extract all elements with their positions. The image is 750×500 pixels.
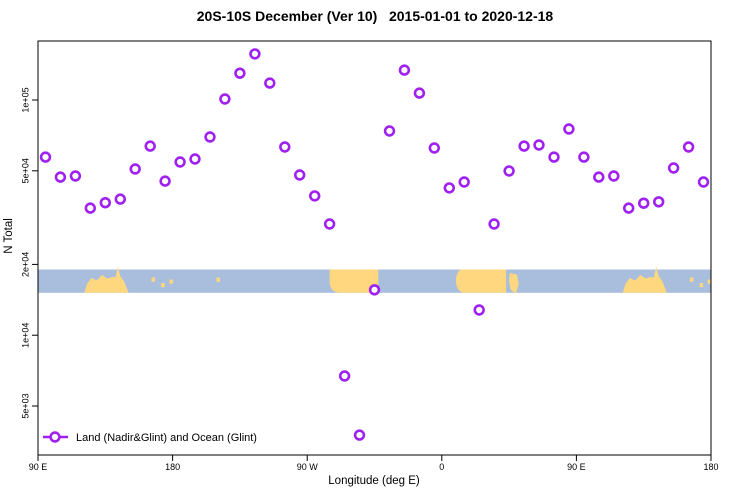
data-point [69,170,82,182]
legend: Land (Nadir&Glint) and Ocean (Glint) [43,431,257,444]
data-point [593,171,605,183]
data-point [249,48,261,60]
island-speck-melanesia-islands-repeat [707,279,712,284]
island-speck-melanesia-islands [151,277,155,282]
land-region-south-america [329,269,379,293]
y-tick-label: 1e+04 [21,323,31,348]
data-point [667,162,680,174]
land-region-madagascar [508,273,519,294]
x-axis-title: Longitude (deg E) [328,475,420,487]
island-speck-melanesia-islands-repeat [689,277,694,282]
x-tick-label: 90 W [297,462,319,472]
data-point [488,218,500,230]
x-tick-label: 180 [165,462,180,472]
x-tick-label: 90 E [567,462,586,472]
y-tick-label: 2e+04 [21,252,31,277]
x-tick-label: 90 E [29,462,48,472]
data-point [219,93,231,105]
land-region-australia-new-guinea-repeat [622,266,667,293]
data-point [39,151,52,163]
data-point [368,284,381,296]
data-point [338,370,351,382]
data-point [428,142,440,154]
data-point [353,429,366,441]
data-point [473,304,485,316]
land-region-australia-new-guinea [84,266,129,293]
y-tick-label: 1e+05 [21,87,31,112]
data-point [279,141,291,153]
data-point [578,151,590,163]
data-point [637,197,650,209]
data-points [39,48,710,441]
data-point [458,176,470,188]
island-speck-french-polynesia [216,277,220,282]
data-point [54,171,67,183]
data-point [518,140,530,152]
data-point [398,64,411,76]
data-point [159,175,171,187]
data-point [608,170,620,182]
data-point [264,77,276,89]
axis-ticks: 90 E 180 90 W 0 90 E 180 1e+05 5e+04 2e+04 1e+04 5… [21,87,719,472]
data-point [174,156,186,168]
data-point [204,131,216,143]
data-point [563,123,575,135]
data-point [129,163,141,175]
data-point [533,139,545,151]
data-point [503,165,515,177]
data-point [84,202,97,214]
data-point [682,141,695,153]
plot-border [37,40,712,456]
legend-label: Land (Nadir&Glint) and Ocean (Glint) [76,432,257,444]
chart-title: 20S-10S December (Ver 10) 2015-01-01 to … [196,8,554,24]
data-point [413,87,426,99]
world-map-strip [38,266,712,294]
x-tick-label: 180 [703,462,718,472]
y-tick-label: 5e+03 [21,393,31,418]
data-point [189,153,201,165]
data-point [548,151,560,163]
legend-marker-icon [49,431,61,443]
data-point [99,197,112,209]
data-point [234,67,246,79]
data-point [114,193,127,205]
data-point [309,190,321,202]
data-point [294,169,306,181]
data-point [323,218,336,230]
land-region-southern-africa [456,269,507,293]
data-point [443,182,455,194]
data-point [144,140,156,152]
island-speck-melanesia-islands-repeat [699,283,704,288]
data-point [697,176,710,188]
x-tick-label: 0 [439,462,444,472]
island-speck-melanesia-islands [161,283,165,288]
data-point [383,125,396,137]
data-point [652,196,665,208]
y-axis-title: N Total [3,218,15,254]
data-point [622,202,635,214]
island-speck-melanesia-islands [169,279,173,284]
y-tick-label: 5e+04 [21,158,31,183]
